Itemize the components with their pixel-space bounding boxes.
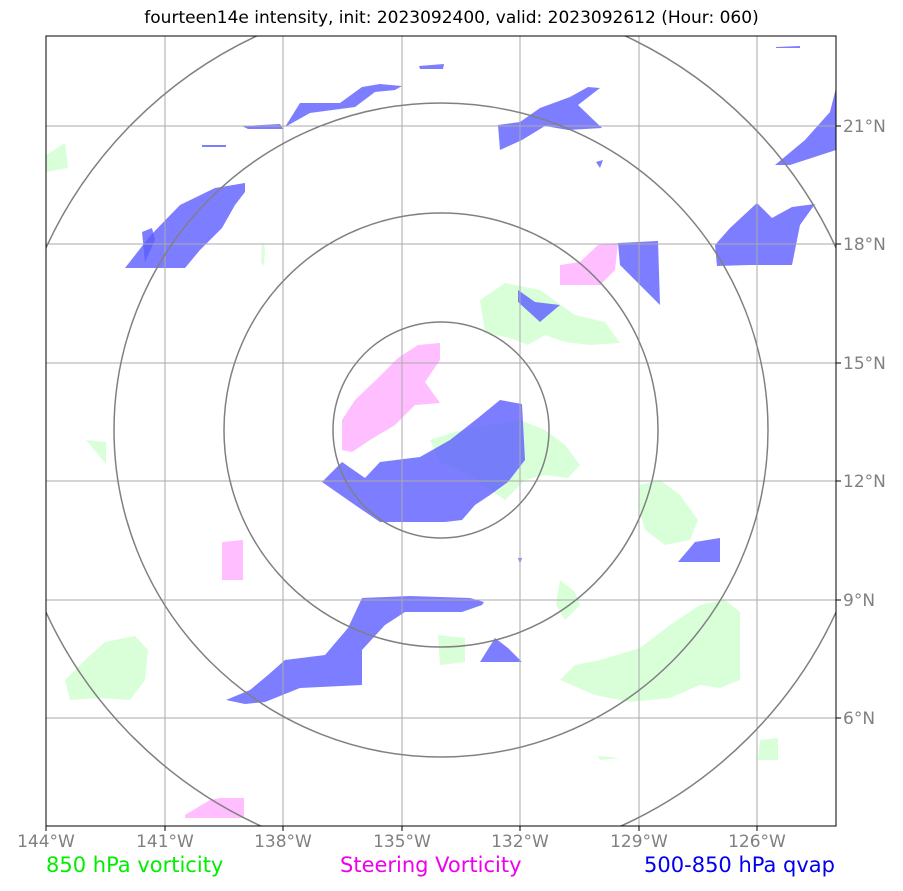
graticule	[46, 36, 836, 826]
green-patch	[638, 480, 698, 545]
qvap-patch	[776, 46, 800, 48]
lat-tick-label: 9°N	[843, 591, 875, 611]
qvap-patch	[285, 84, 402, 127]
lat-tick-label: 18°N	[843, 235, 886, 255]
legend-850-vorticity: 850 hPa vorticity	[46, 853, 224, 877]
legend-steering-vorticity: Steering Vorticity	[340, 853, 522, 877]
legend-qvap: 500-850 hPa qvap	[644, 853, 835, 877]
magenta-patch	[185, 798, 244, 818]
lat-tick-label: 21°N	[843, 117, 886, 137]
green-patch	[46, 143, 68, 172]
qvap-patch	[498, 87, 602, 150]
qvap-patch	[419, 64, 444, 69]
qvap-patch	[480, 638, 522, 662]
qvap-patch	[226, 596, 484, 704]
green-patch	[65, 636, 148, 700]
plot-frame	[45, 35, 837, 827]
tick-marks	[45, 125, 841, 831]
range-ring-2	[223, 212, 659, 648]
lon-tick-label: 132°W	[491, 832, 549, 852]
lat-tick-labels: 21°N 18°N 15°N 12°N 9°N 6°N	[843, 117, 886, 729]
range-rings	[46, 36, 836, 826]
magenta-patch	[560, 243, 618, 285]
lat-tick-label: 6°N	[843, 709, 875, 729]
green-patch	[758, 738, 778, 760]
lat-tick-label: 12°N	[843, 472, 886, 492]
lon-tick-label: 129°W	[610, 832, 668, 852]
lon-tick-labels: 144°W 141°W 138°W 135°W 132°W 129°W 126°…	[17, 832, 786, 852]
lat-tick-label: 15°N	[843, 354, 886, 374]
green-patch	[598, 756, 620, 760]
green-patch	[261, 242, 265, 266]
lon-tick-label: 144°W	[17, 832, 75, 852]
qvap-patch	[322, 400, 525, 522]
magenta-patch	[222, 540, 243, 580]
lon-tick-label: 138°W	[254, 832, 312, 852]
steering-vorticity-layer	[185, 243, 618, 818]
qvap-patch	[715, 203, 815, 266]
green-patch	[86, 440, 106, 464]
range-ring-4	[46, 36, 836, 826]
lon-tick-label: 126°W	[728, 832, 786, 852]
qvap-patch	[678, 538, 720, 562]
qvap-patch	[596, 160, 603, 168]
magenta-patch	[342, 343, 440, 452]
qvap-patch	[142, 228, 155, 262]
map-title: fourteen14e intensity, init: 2023092400,…	[144, 8, 759, 28]
green-patch	[438, 635, 465, 665]
lon-tick-label: 135°W	[373, 832, 431, 852]
qvap-patch	[202, 145, 226, 147]
qvap-patch	[775, 88, 836, 165]
green-patch	[480, 283, 620, 345]
lon-tick-label: 141°W	[136, 832, 194, 852]
qvap-patch	[518, 290, 560, 322]
range-ring-1	[332, 321, 550, 539]
range-ring-3	[113, 102, 769, 758]
green-patch	[560, 600, 740, 702]
